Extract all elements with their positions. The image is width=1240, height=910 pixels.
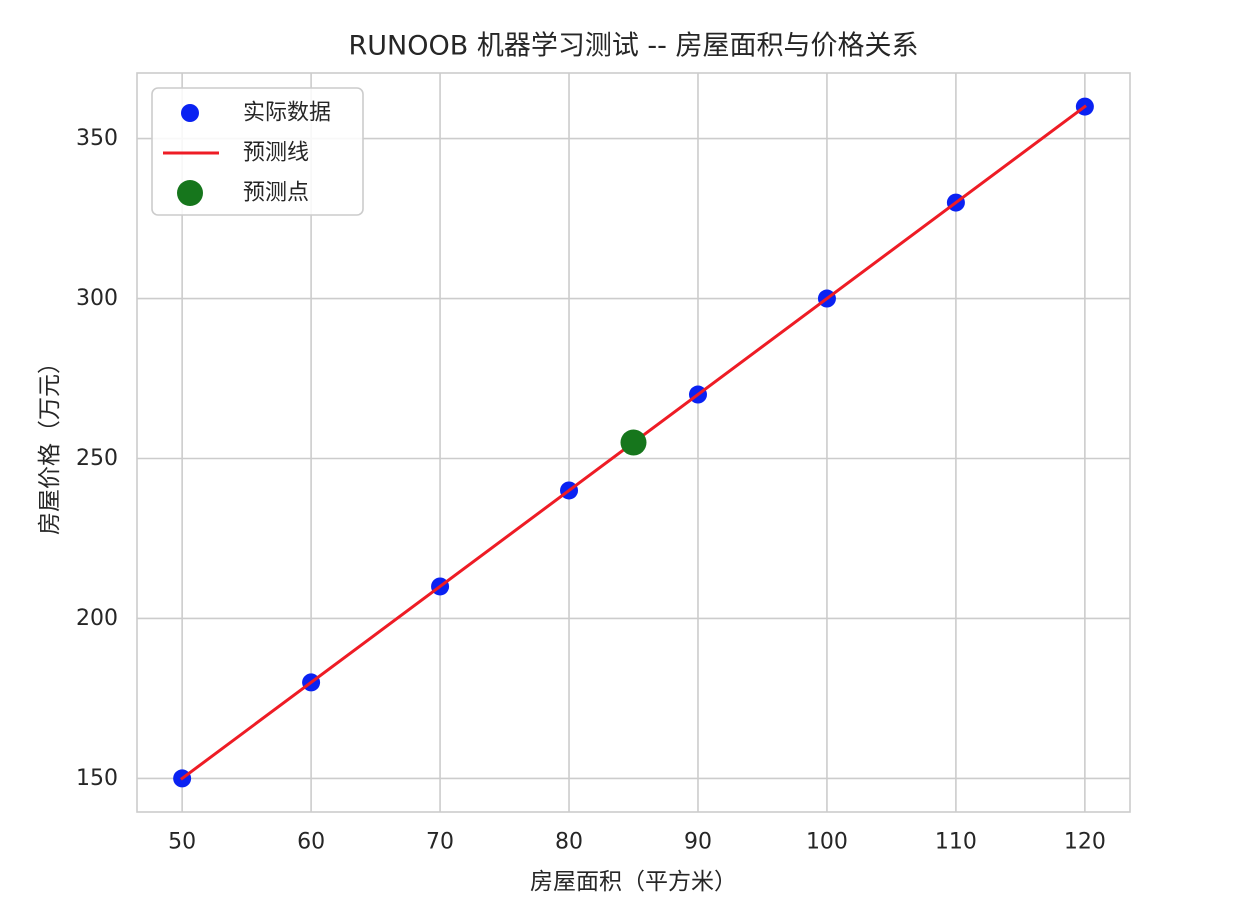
x-axis-label: 房屋面积（平方米）: [530, 869, 737, 895]
legend-box: [151, 87, 364, 216]
x-tick-label: 110: [935, 830, 977, 855]
legend-marker-actual-data: [181, 104, 199, 122]
chart-title: RUNOOB 机器学习测试 -- 房屋面积与价格关系: [349, 31, 919, 62]
x-tick-label: 80: [555, 830, 583, 855]
legend-label-prediction-point: 预测点: [243, 181, 309, 206]
y-tick-label: 350: [76, 126, 118, 151]
legend: 实际数据 预测线 预测点: [151, 87, 364, 216]
x-tick-label: 50: [168, 830, 196, 855]
y-tick-label: 150: [76, 766, 118, 791]
y-tick-label: 300: [76, 286, 118, 311]
legend-label-prediction-line: 预测线: [243, 141, 309, 166]
x-tick-label: 100: [806, 830, 848, 855]
x-tick-labels: 50 60 70 80 90 100 110 120: [168, 830, 1106, 855]
y-axis-label: 房屋价格（万元）: [37, 351, 63, 535]
x-tick-label: 70: [426, 830, 454, 855]
plot-frame: [136, 72, 1131, 813]
legend-label-actual-data: 实际数据: [243, 101, 331, 126]
x-tick-label: 120: [1064, 830, 1106, 855]
series-layer: [173, 97, 1094, 788]
prediction-point: [620, 429, 647, 456]
x-tick-label: 90: [684, 830, 712, 855]
y-tick-label: 200: [76, 606, 118, 631]
legend-marker-prediction-point: [177, 180, 203, 206]
y-tick-labels: 150 200 250 300 350: [76, 126, 118, 791]
x-tick-label: 60: [297, 830, 325, 855]
y-tick-label: 250: [76, 446, 118, 471]
